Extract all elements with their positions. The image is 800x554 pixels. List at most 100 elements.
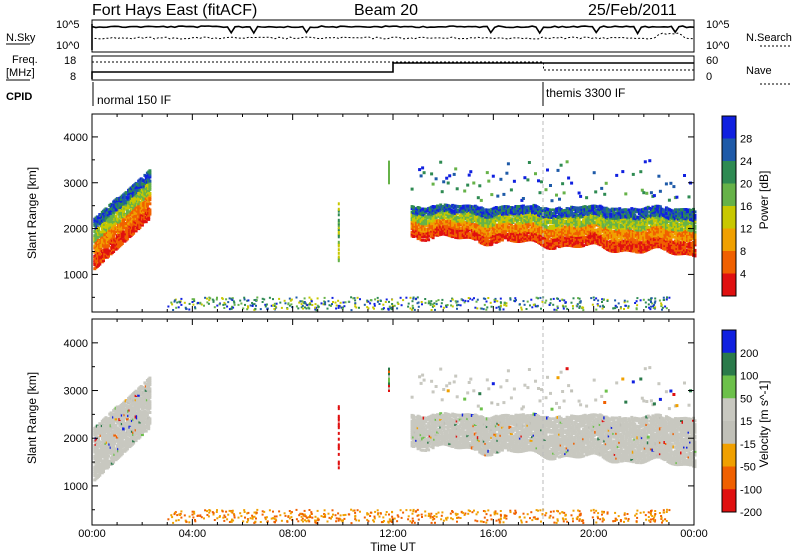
heatmap-pixel [504, 302, 507, 304]
heatmap-pixel [512, 179, 516, 183]
heatmap-pixel [268, 296, 271, 299]
heatmap-pixel [100, 237, 104, 241]
heatmap-pixel [689, 252, 692, 256]
heatmap-pixel [113, 232, 117, 236]
heatmap-pixel [107, 463, 110, 467]
colorbar-tick: 4 [740, 269, 746, 281]
heatmap-pixel [648, 214, 652, 218]
heatmap-pixel [623, 299, 626, 302]
heatmap-pixel [259, 308, 262, 311]
heatmap-pixel [246, 305, 249, 308]
heatmap-pixel [670, 233, 674, 237]
heatmap-pixel [185, 308, 188, 310]
heatmap-pixel [497, 210, 501, 214]
heatmap-pixel [251, 302, 254, 304]
heatmap-pixel [324, 301, 327, 304]
heatmap-pixel [440, 232, 444, 236]
heatmap-pixel [148, 181, 152, 185]
heatmap-pixel [684, 208, 688, 211]
heatmap-pixel [637, 248, 641, 252]
heatmap-pixel [463, 301, 466, 304]
heatmap-pixel [180, 297, 183, 300]
heatmap-pixel [212, 300, 215, 303]
heatmap-pixel [565, 160, 569, 164]
heatmap-pixel [412, 205, 416, 209]
heatmap-pixel [490, 305, 493, 308]
heatmap-pixel [534, 305, 537, 308]
heatmap-pixel [612, 209, 616, 213]
heatmap-pixel [645, 305, 648, 308]
freq-tick-bottom: 8 [70, 71, 76, 83]
heatmap-pixel [112, 210, 116, 214]
heatmap-pixel [337, 248, 340, 252]
heatmap-pixel [264, 305, 267, 308]
heatmap-pixel [512, 219, 516, 223]
heatmap-pixel [669, 181, 673, 185]
heatmap-pixel [454, 300, 457, 303]
heatmap-pixel [97, 436, 100, 440]
heatmap-pixel [509, 188, 513, 192]
heatmap-pixel [683, 213, 686, 217]
heatmap-pixel [434, 216, 438, 220]
heatmap-pixel [97, 249, 100, 253]
power-colorbar-label: Power [dB] [757, 171, 771, 230]
heatmap-pixel [517, 238, 521, 242]
heatmap-pixel [636, 232, 640, 236]
heatmap-pixel [409, 307, 412, 310]
heatmap-pixel [562, 191, 566, 195]
heatmap-pixel [618, 243, 622, 247]
heatmap-pixel [683, 246, 686, 250]
heatmap-pixel [469, 297, 471, 300]
heatmap-pixel [529, 304, 531, 307]
heatmap-pixel [304, 302, 307, 305]
colorbar-cell [722, 183, 736, 207]
heatmap-pixel [113, 224, 117, 228]
heatmap-pixel [481, 207, 485, 211]
heatmap-pixel [279, 301, 282, 304]
heatmap-pixel [467, 173, 471, 177]
heatmap-pixel [213, 306, 216, 309]
heatmap-pixel [290, 303, 293, 306]
heatmap-pixel [485, 230, 489, 234]
heatmap-pixel [354, 299, 357, 302]
heatmap-pixel [148, 210, 152, 214]
heatmap-pixel [666, 223, 670, 227]
heatmap-pixel [556, 306, 559, 309]
heatmap-pixel [388, 181, 390, 185]
heatmap-pixel [606, 298, 609, 301]
heatmap-pixel [454, 167, 458, 171]
heatmap-pixel [558, 237, 561, 241]
heatmap-pixel [431, 305, 434, 308]
heatmap-pixel [556, 297, 559, 300]
heatmap-pixel [391, 298, 394, 301]
heatmap-pixel [332, 301, 334, 303]
heatmap-pixel [240, 302, 243, 305]
heatmap-pixel [128, 191, 132, 195]
heatmap-pixel [493, 221, 497, 225]
heatmap-pixel [547, 219, 551, 223]
heatmap-pixel [493, 298, 496, 301]
heatmap-pixel [337, 231, 340, 235]
heatmap-pixel [648, 245, 652, 249]
heatmap-pixel [437, 218, 441, 222]
heatmap-pixel [97, 216, 100, 220]
heatmap-pixel [562, 305, 565, 308]
heatmap-pixel [337, 255, 340, 259]
heatmap-pixel [601, 298, 604, 301]
heatmap-pixel [570, 209, 574, 213]
freq-label: Freq. [12, 54, 38, 66]
heatmap-pixel [653, 307, 656, 310]
heatmap-pixel [272, 304, 275, 307]
heatmap-pixel [657, 174, 661, 178]
heatmap-pixel [358, 306, 360, 309]
heatmap-pixel [316, 304, 319, 307]
heatmap-pixel [303, 301, 306, 303]
heatmap-pixel [693, 219, 697, 223]
heatmap-pixel [644, 301, 647, 304]
heatmap-pixel [237, 303, 240, 306]
heatmap-pixel [337, 244, 340, 248]
heatmap-pixel [561, 182, 565, 186]
heatmap-pixel [618, 225, 622, 229]
